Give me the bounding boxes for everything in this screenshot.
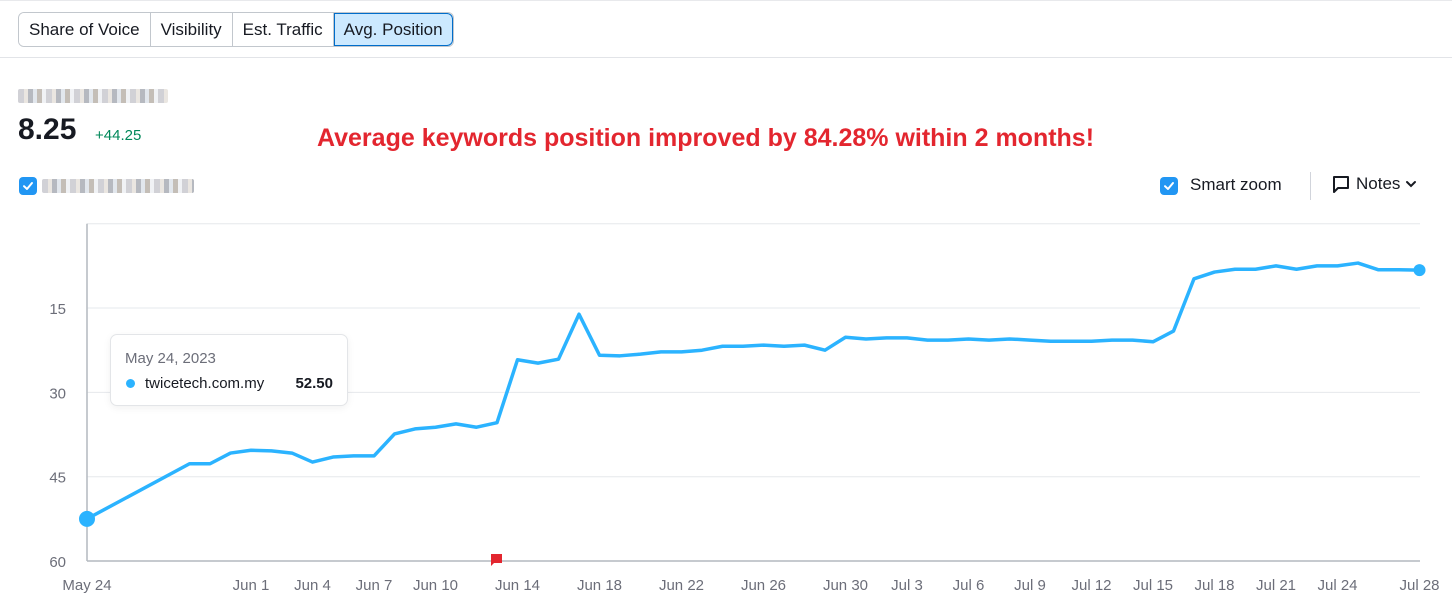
series-checkbox[interactable] (19, 177, 37, 195)
avg-position-line-chart[interactable]: 15 30 45 60 May 24 Jun 1 Jun 4 Jun 7 Jun 10 Jun 1… (0, 210, 1452, 616)
headline-annotation: Average keywords position improved by 84… (317, 124, 1095, 152)
x-tick-label: Jun 1 (233, 577, 270, 594)
x-tick-label: Jul 6 (953, 577, 985, 594)
smart-zoom-label[interactable]: Smart zoom (1190, 175, 1282, 194)
x-tick-label: Jul 3 (891, 577, 923, 594)
comment-icon (1333, 176, 1349, 193)
tab-est-traffic[interactable]: Est. Traffic (232, 13, 334, 46)
tab-avg-position[interactable]: Avg. Position (333, 13, 453, 46)
smart-zoom-checkbox[interactable] (1160, 177, 1178, 195)
tooltip-value: 52.50 (295, 375, 333, 392)
checkmark-icon (23, 182, 33, 190)
notes-label: Notes (1356, 174, 1401, 193)
checkmark-icon (1164, 182, 1174, 190)
tooltip-series-name: twicetech.com.my (145, 375, 265, 392)
avg-position-value: 8.25 (18, 113, 77, 146)
x-tick-label: Jun 26 (741, 577, 786, 594)
notes-dropdown[interactable]: Notes (1331, 174, 1417, 194)
x-tick-label: Jul 21 (1256, 577, 1296, 594)
tab-visibility[interactable]: Visibility (150, 13, 233, 46)
x-tick-label: Jul 15 (1133, 577, 1173, 594)
top-border (0, 0, 1452, 1)
end-point[interactable] (1413, 264, 1426, 277)
x-tick-label: Jul 28 (1399, 577, 1439, 594)
y-tick-label: 30 (49, 385, 66, 402)
x-tick-label: May 24 (62, 577, 111, 594)
x-tick-label: Jun 10 (413, 577, 458, 594)
x-tick-label: Jun 14 (495, 577, 540, 594)
x-tick-label: Jun 4 (294, 577, 331, 594)
controls-separator (1310, 172, 1311, 200)
tooltip-date: May 24, 2023 (125, 350, 216, 367)
chart-tooltip: May 24, 2023 twicetech.com.my 52.50 (110, 334, 348, 406)
tab-share-of-voice[interactable]: Share of Voice (19, 13, 151, 46)
y-tick-label: 15 (49, 301, 66, 318)
avg-position-delta: +44.25 (95, 127, 142, 144)
x-tick-label: Jul 18 (1194, 577, 1234, 594)
x-tick-label: Jun 30 (823, 577, 868, 594)
metric-tabs: Share of Voice Visibility Est. Traffic A… (18, 12, 454, 47)
y-tick-label: 45 (49, 470, 66, 487)
note-flag-icon[interactable] (491, 554, 502, 567)
header-divider (0, 57, 1452, 58)
y-tick-label: 60 (49, 554, 66, 571)
x-tick-label: Jul 24 (1317, 577, 1357, 594)
series-label-blurred (42, 179, 194, 193)
chevron-down-icon (1406, 181, 1417, 188)
project-name-blurred (18, 89, 168, 103)
series-line (85, 261, 1422, 521)
x-tick-label: Jul 9 (1014, 577, 1046, 594)
series-dot-icon (126, 379, 135, 388)
x-tick-label: Jun 18 (577, 577, 622, 594)
x-tick-label: Jun 7 (356, 577, 393, 594)
hover-point[interactable] (79, 510, 95, 527)
x-tick-label: Jun 22 (659, 577, 704, 594)
x-tick-label: Jul 12 (1071, 577, 1111, 594)
